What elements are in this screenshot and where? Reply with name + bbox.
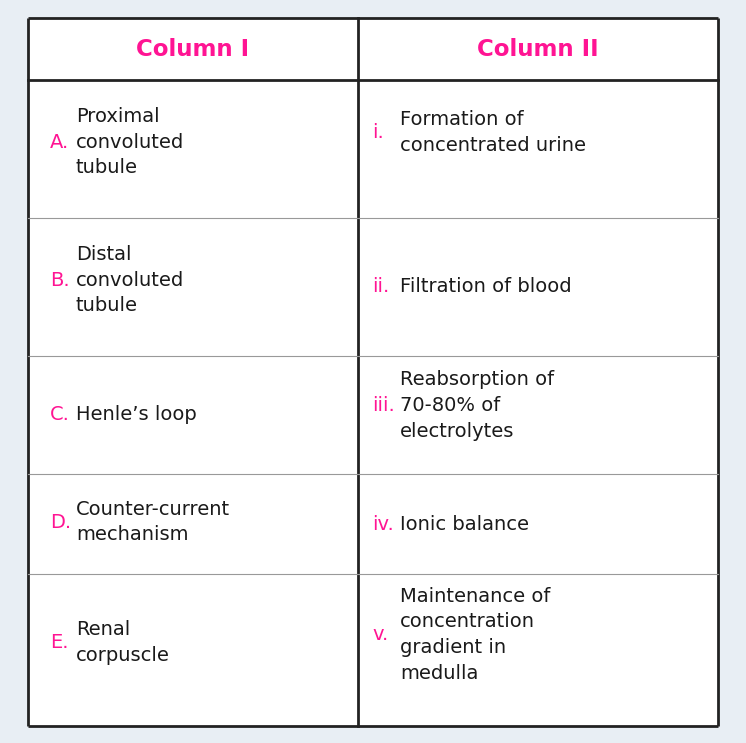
Text: C.: C. [50,406,70,424]
Text: Column I: Column I [137,37,250,60]
Text: v.: v. [372,626,388,644]
Text: ii.: ii. [372,277,389,296]
Text: iv.: iv. [372,514,394,533]
Text: i.: i. [372,123,383,142]
Text: Proximal
convoluted
tubule: Proximal convoluted tubule [76,107,184,178]
Text: B.: B. [50,270,69,290]
Text: Maintenance of
concentration
gradient in
medulla: Maintenance of concentration gradient in… [400,587,551,683]
Text: A.: A. [50,132,69,152]
Text: Reabsorption of
70-80% of
electrolytes: Reabsorption of 70-80% of electrolytes [400,370,554,441]
Text: iii.: iii. [372,396,395,415]
Text: Ionic balance: Ionic balance [400,514,529,533]
Text: Formation of
concentrated urine: Formation of concentrated urine [400,110,586,155]
Text: Filtration of blood: Filtration of blood [400,277,571,296]
Text: E.: E. [50,633,69,652]
Text: Distal
convoluted
tubule: Distal convoluted tubule [76,245,184,315]
Text: Counter-current
mechanism: Counter-current mechanism [76,499,230,545]
Text: Henle’s loop: Henle’s loop [76,406,197,424]
Text: Column II: Column II [477,37,599,60]
Text: D.: D. [50,513,71,531]
Text: Renal
corpuscle: Renal corpuscle [76,620,170,665]
